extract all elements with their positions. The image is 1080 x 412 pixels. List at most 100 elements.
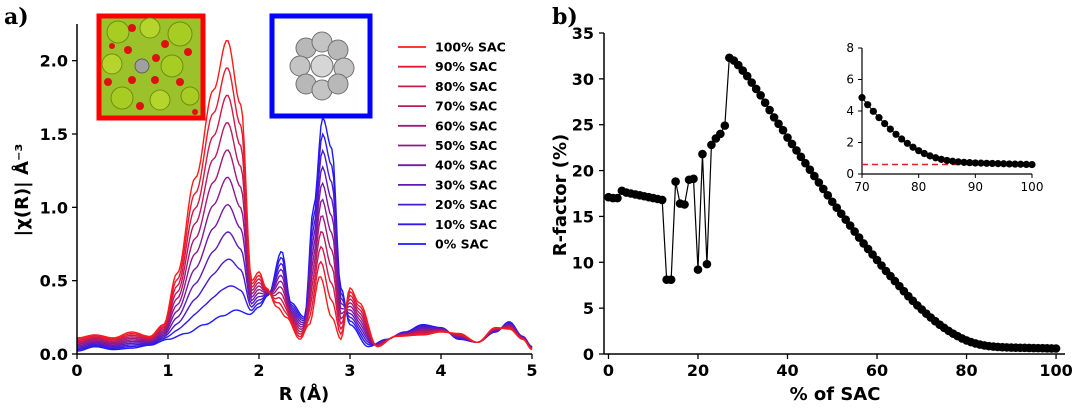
data-point [769,113,779,122]
x-tick-label: 40 [776,361,798,380]
inset-data-point [892,130,900,138]
data-point [689,174,698,184]
y-tick-label: 1.5 [40,125,68,144]
inset-data-point [977,159,985,167]
inset-y-tick-label: 8 [846,41,854,55]
data-point [854,233,864,242]
x-tick-label: 80 [955,361,977,380]
data-point [698,149,707,159]
legend-label: 20% SAC [435,197,497,212]
inset-data-point [1022,160,1030,168]
inset-data-point [864,101,872,109]
x-tick-label: 3 [344,361,355,380]
data-point [810,171,819,181]
data-point [613,193,622,203]
legend-label: 50% SAC [435,138,497,153]
data-point [720,121,730,130]
y-axis-label: R-factor (%) [550,134,571,257]
inset-data-point [954,158,962,166]
inset-data-point [1028,160,1036,169]
inset-data-point [971,159,979,167]
legend-label: 90% SAC [435,59,497,74]
data-point [716,129,725,139]
data-point [823,191,833,200]
inset-data-point [994,160,1002,168]
legend-label: 80% SAC [435,79,497,94]
x-axis-label: % of SAC [790,384,881,405]
y-tick-label: 0.5 [40,272,68,291]
x-tick-label: 0 [603,361,614,380]
legend-label: 60% SAC [435,118,497,133]
inset-data-point [949,157,957,165]
legend-label: 100% SAC [435,40,506,55]
y-tick-label: 5 [583,299,594,318]
inset-data-point [932,154,940,162]
legend: 100% SAC 90% SAC 80% SAC 70% SAC 60% SAC 50% … [398,40,506,252]
x-tick-label: 60 [866,361,888,380]
x-axis-ticks: 0 1 2 3 4 5 [71,354,538,380]
data-point [657,195,667,205]
inset-data-point [988,159,996,168]
inset-data-point [920,149,928,158]
y-axis-ticks: 0 5 10 15 20 25 30 35 [572,24,604,364]
inset-y-tick-label: 2 [846,136,854,150]
data-point [805,165,815,174]
data-point [765,105,774,115]
inset-data-point [898,135,906,143]
inset-data-point [926,152,934,160]
x-tick-label: 1 [162,361,173,380]
inset-y-tick-label: 6 [846,73,854,87]
x-axis-label: R (Å) [279,382,330,405]
data-point [796,152,806,162]
data-point [751,84,761,94]
data-point [787,139,797,149]
x-tick-label: 20 [687,361,709,380]
data-point [827,197,837,207]
inset-data-point [858,94,866,102]
exafs-chart: 100% SAC 90% SAC 80% SAC 70% SAC 60% SAC 50% … [10,13,538,405]
data-point [702,259,712,269]
data-point [792,146,801,155]
panel-label-a: a) [4,4,29,30]
data-point [783,133,792,142]
legend-label: 70% SAC [435,99,497,114]
inset-data-point [875,114,883,122]
x-tick-label: 100 [1039,361,1072,380]
inset-data-point [960,158,968,166]
data-point [756,91,765,100]
inset-data-point [903,139,911,147]
data-point [671,177,680,186]
data-point [814,178,824,187]
y-tick-label: 10 [572,253,594,272]
inset-data-point [937,155,945,163]
data-point [850,227,859,236]
inset-data-point [915,147,923,155]
data-point [707,140,716,150]
inset-x-tick-label: 70 [854,180,869,194]
inset-y-tick-label: 0 [846,167,854,181]
data-point [841,215,850,224]
cluster-structure-inset [269,13,373,119]
series-line [76,39,533,351]
data-point [832,203,842,213]
data-point [819,184,828,194]
data-point [680,200,689,209]
data-point [845,221,855,230]
inset-data-point [983,159,991,167]
y-tick-label: 25 [572,116,594,135]
data-point [747,78,756,87]
inset-x-tick-label: 100 [1021,180,1044,194]
sac-structure-inset [96,13,206,121]
inset-data-point [1005,160,1013,168]
legend-label: 40% SAC [435,158,497,173]
y-tick-label: 35 [572,24,594,43]
inset-series [858,94,1036,169]
legend-label: 0% SAC [435,237,488,252]
inset-data-point [881,120,889,128]
exafs-series-lines [76,39,533,352]
y-tick-label: 20 [572,162,594,181]
y-tick-label: 0.0 [40,345,68,364]
y-axis-ticks: 0.0 0.5 1.0 1.5 2.0 [40,52,77,364]
